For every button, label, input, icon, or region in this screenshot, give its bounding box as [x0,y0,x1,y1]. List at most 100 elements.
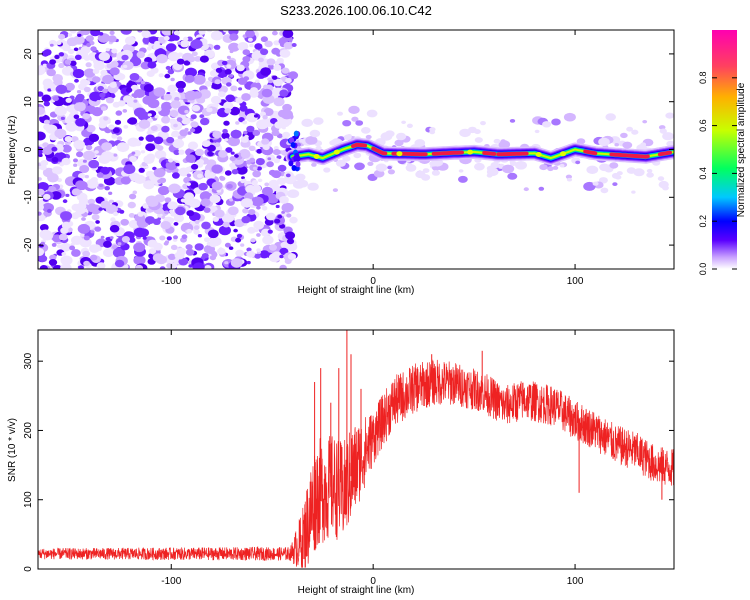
noise-blob [266,161,274,168]
ridge-halo-blob [539,164,548,171]
noise-blob [197,234,202,238]
noise-blob [191,51,198,57]
noise-blob [214,209,225,218]
noise-blob [242,56,251,63]
noise-blob [128,155,137,163]
noise-blob [256,205,261,210]
noise-blob [176,117,183,122]
noise-blob [207,76,214,82]
noise-blob [252,166,257,170]
colorbar-tick-label: 0.6 [698,119,708,132]
ridge-halo-blob [507,172,518,180]
noise-blob [199,191,213,202]
noise-blob [276,57,284,64]
noise-blob [112,247,126,258]
noise-blob [129,73,140,81]
noise-blob [128,219,140,229]
noise-blob [272,149,281,156]
ridge-halo-blob [361,126,371,134]
noise-blob [186,228,193,234]
noise-blob [233,228,238,233]
noise-blob [170,244,178,251]
ridge-halo-blob [337,111,343,116]
ridge-halo-blob [309,129,321,138]
noise-blob [263,108,274,116]
noise-blob [221,60,228,66]
noise-blob [143,84,154,92]
noise-blob [60,263,72,269]
noise-blob [236,233,243,238]
ridge-halo-blob [432,165,440,171]
noise-blob [249,43,254,48]
noise-blob [120,176,131,185]
noise-blob [199,114,205,119]
snr-xlabel: Height of straight line (km) [298,585,415,596]
noise-blob [174,251,185,260]
snr-ytick-label: 0 [23,566,34,572]
noise-blob [241,93,251,101]
ridge-onset-blob [293,154,299,161]
noise-blob [47,173,59,183]
ridge-halo-blob [659,128,667,134]
noise-blob [145,134,155,142]
ridge-halo-blob [355,120,364,126]
noise-blob [147,239,158,248]
noise-blob [262,115,268,120]
noise-blob [166,136,175,144]
noise-blob [47,78,51,82]
noise-blob [129,193,137,200]
noise-blob [54,54,60,60]
noise-blob [150,125,158,131]
noise-blob [96,262,106,269]
noise-blob [269,244,277,251]
noise-blob [49,59,56,65]
noise-blob [211,181,223,191]
noise-blob [224,261,229,265]
noise-blob [285,77,292,84]
noise-blob [38,255,48,263]
noise-blob [273,97,285,107]
noise-blob [240,243,245,247]
noise-blob [90,30,101,37]
noise-blob [184,109,189,114]
noise-blob [38,177,42,181]
noise-blob [64,136,73,143]
ridge-halo-blob [500,139,506,144]
noise-blob [103,248,114,258]
noise-blob [187,141,199,150]
noise-blob [191,163,199,170]
noise-blob [116,142,130,153]
noise-blob [109,30,115,35]
noise-blob [138,119,151,129]
snr-xtick-label: 100 [567,576,584,587]
ridge-onset-blob [290,142,296,148]
noise-blob [260,48,269,56]
noise-blob [100,69,108,76]
noise-blob [207,144,216,152]
noise-blob [77,33,82,37]
ridge-peak-segment [583,149,598,156]
noise-blob [105,97,114,104]
noise-blob [244,134,249,139]
noise-blob [280,119,290,128]
noise-blob [266,58,276,66]
noise-blob [238,117,245,123]
noise-blob [100,166,110,175]
ridge-halo-blob [342,120,352,127]
noise-blob [277,177,287,185]
noise-blob [209,194,221,204]
spectrogram-ytick-label: -10 [23,190,34,205]
noise-blob [167,84,177,93]
ridge-halo-blob [311,162,317,167]
ridge-halo-blob [431,170,440,176]
noise-blob [186,173,192,178]
noise-blob [275,204,280,209]
noise-blob [65,97,72,103]
noise-blob [46,68,56,77]
noise-blob [285,231,296,240]
noise-blob [47,208,52,213]
ridge-halo-blob [387,165,392,170]
ridge-halo-blob [490,162,500,169]
noise-blob [98,52,111,61]
